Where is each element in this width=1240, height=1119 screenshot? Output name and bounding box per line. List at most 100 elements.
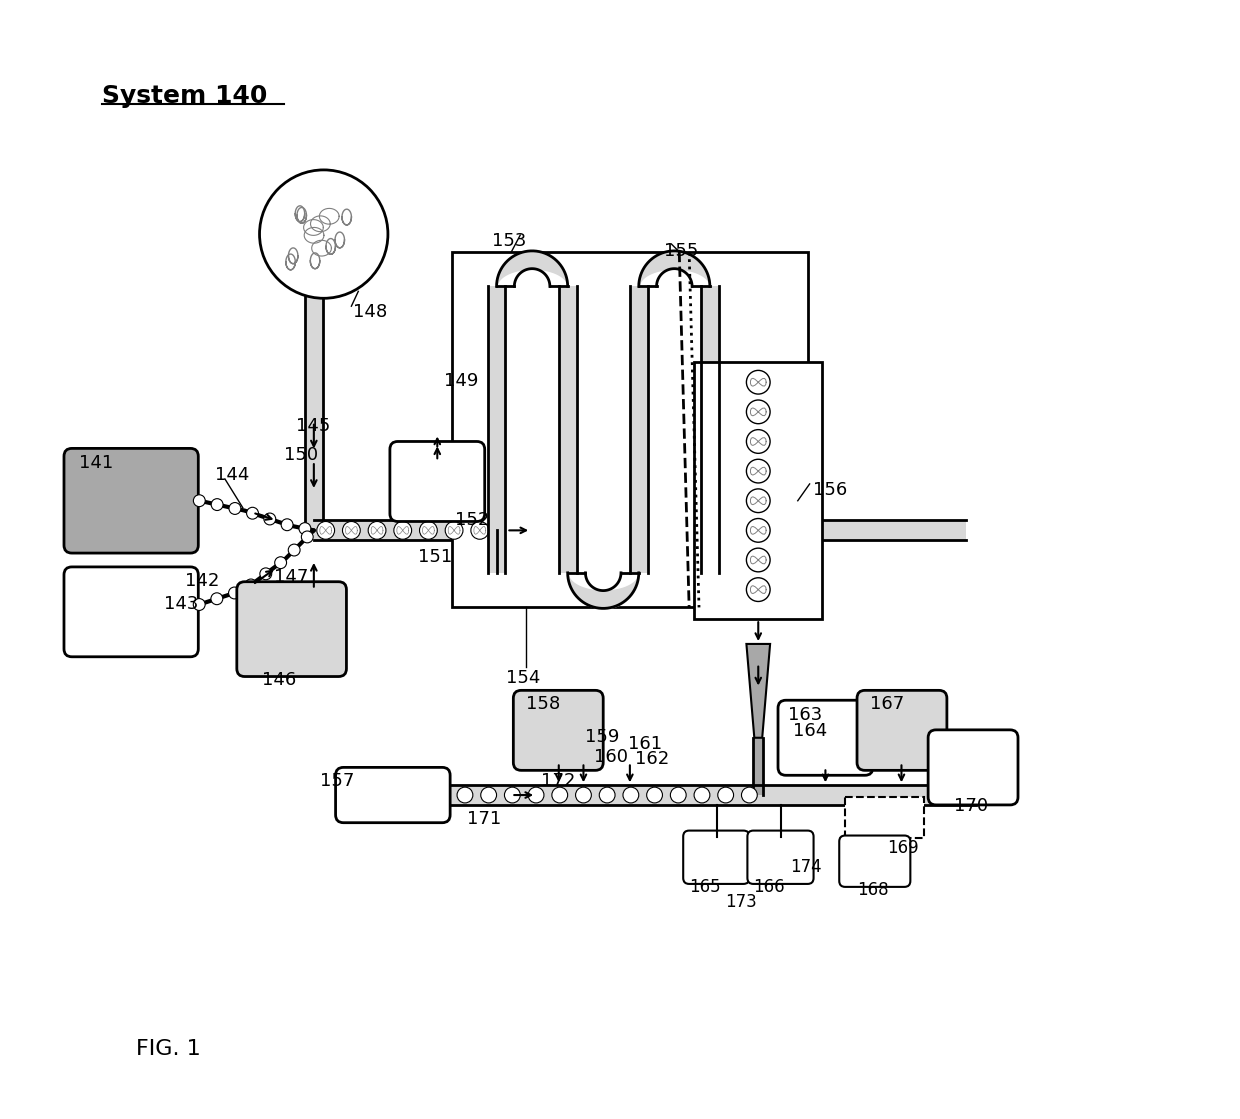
FancyBboxPatch shape (513, 690, 603, 770)
Circle shape (746, 489, 770, 513)
Text: 155: 155 (665, 242, 699, 260)
Text: 173: 173 (724, 893, 756, 911)
FancyBboxPatch shape (64, 567, 198, 657)
Circle shape (228, 587, 241, 599)
FancyBboxPatch shape (748, 830, 813, 884)
Text: 148: 148 (353, 303, 388, 321)
Circle shape (742, 787, 758, 803)
Bar (314, 520, 966, 540)
Text: 168: 168 (857, 881, 889, 899)
Circle shape (458, 787, 472, 803)
Text: 161: 161 (627, 735, 662, 753)
Circle shape (746, 518, 770, 543)
Circle shape (394, 521, 412, 539)
Text: 156: 156 (812, 481, 847, 499)
Circle shape (246, 579, 257, 591)
Text: 172: 172 (541, 772, 575, 790)
Text: 151: 151 (418, 548, 451, 566)
Text: 160: 160 (594, 747, 629, 765)
Circle shape (445, 521, 463, 539)
Circle shape (647, 787, 662, 803)
FancyBboxPatch shape (857, 690, 947, 770)
Bar (754, 737, 763, 794)
Circle shape (671, 787, 686, 803)
Circle shape (552, 787, 568, 803)
Bar (305, 264, 322, 530)
Text: 150: 150 (284, 446, 319, 464)
Bar (453, 252, 807, 608)
Text: 149: 149 (444, 373, 479, 391)
Circle shape (193, 599, 205, 611)
Text: 159: 159 (585, 727, 620, 746)
Circle shape (275, 557, 286, 568)
Circle shape (342, 521, 361, 539)
Circle shape (746, 577, 770, 602)
Polygon shape (746, 643, 770, 737)
FancyBboxPatch shape (683, 830, 749, 884)
Circle shape (259, 170, 388, 299)
Circle shape (718, 787, 734, 803)
Circle shape (193, 495, 206, 507)
FancyBboxPatch shape (777, 700, 873, 775)
Text: 141: 141 (79, 454, 113, 472)
Circle shape (288, 544, 300, 556)
Text: System 140: System 140 (102, 84, 267, 107)
Circle shape (281, 519, 293, 530)
Bar (694, 363, 822, 619)
Circle shape (368, 521, 386, 539)
Circle shape (316, 521, 335, 539)
Text: 152: 152 (455, 510, 490, 528)
Circle shape (746, 430, 770, 453)
Text: 145: 145 (296, 416, 330, 435)
Circle shape (299, 523, 311, 535)
Circle shape (247, 507, 258, 519)
Circle shape (409, 787, 425, 803)
Circle shape (481, 787, 496, 803)
Text: 169: 169 (887, 839, 919, 857)
Circle shape (746, 459, 770, 483)
Bar (559, 286, 577, 573)
Circle shape (599, 787, 615, 803)
Text: 171: 171 (467, 810, 501, 828)
Circle shape (433, 787, 449, 803)
Circle shape (528, 787, 544, 803)
Text: 154: 154 (506, 669, 541, 687)
FancyBboxPatch shape (928, 730, 1018, 805)
Text: 144: 144 (215, 467, 249, 485)
Text: 147: 147 (274, 568, 309, 586)
Text: 167: 167 (869, 695, 904, 713)
Circle shape (505, 787, 521, 803)
Circle shape (575, 787, 591, 803)
Text: 142: 142 (186, 572, 219, 590)
Bar (701, 286, 719, 573)
Circle shape (746, 370, 770, 394)
Bar (358, 786, 976, 805)
Text: 174: 174 (790, 858, 821, 876)
Circle shape (622, 787, 639, 803)
Circle shape (746, 548, 770, 572)
Circle shape (362, 787, 378, 803)
Text: 146: 146 (263, 670, 296, 688)
FancyBboxPatch shape (389, 442, 485, 521)
Text: 158: 158 (526, 695, 560, 713)
FancyBboxPatch shape (839, 836, 910, 887)
Circle shape (419, 521, 438, 539)
FancyBboxPatch shape (336, 768, 450, 822)
Circle shape (260, 567, 272, 580)
Text: 166: 166 (754, 878, 785, 896)
Circle shape (301, 532, 314, 543)
FancyBboxPatch shape (237, 582, 346, 677)
Circle shape (264, 513, 275, 525)
Bar (487, 286, 506, 573)
Circle shape (211, 593, 223, 604)
Circle shape (211, 499, 223, 510)
Text: 153: 153 (491, 232, 526, 251)
FancyBboxPatch shape (64, 449, 198, 553)
Text: 165: 165 (689, 878, 720, 896)
Bar (846, 797, 924, 838)
Circle shape (229, 502, 241, 515)
Text: 143: 143 (164, 594, 198, 612)
Text: 157: 157 (320, 772, 355, 790)
Circle shape (386, 787, 402, 803)
Circle shape (694, 787, 709, 803)
